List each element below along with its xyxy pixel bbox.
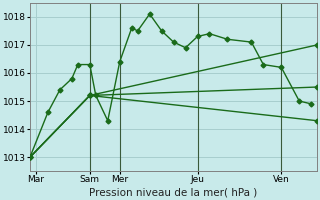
X-axis label: Pression niveau de la mer( hPa ): Pression niveau de la mer( hPa ): [90, 187, 258, 197]
